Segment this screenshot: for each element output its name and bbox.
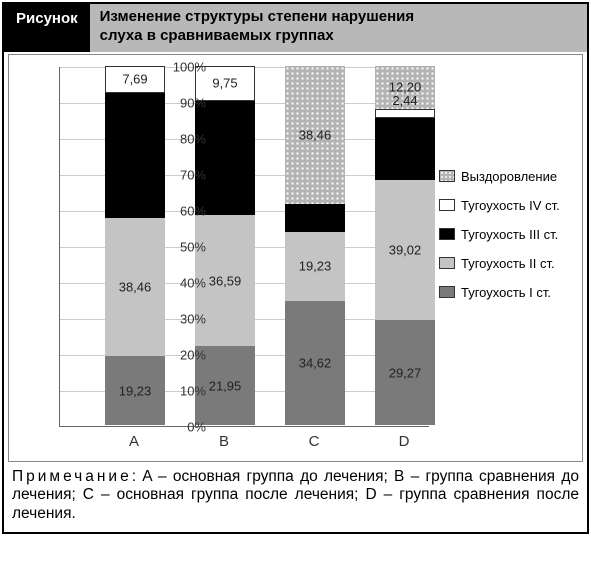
y-axis-label: 40% [162,275,206,290]
y-axis-label: 70% [162,167,206,182]
legend-label: Тугоухость II ст. [461,256,555,271]
bar-segment-cat2: 38,46 [105,218,165,356]
y-axis-label: 90% [162,95,206,110]
bar-segment-cat5: 38,46 [285,66,345,204]
segment-value: 7,69 [105,72,165,87]
bar-column: 38,46 19,23 34,62 [285,66,345,426]
title-line-2: слуха в сравниваемых группах [100,27,334,44]
bar-column: 7,69 38,46 19,23 [105,66,165,426]
figure-badge: Рисунок [4,4,90,52]
segment-value: 38,46 [105,280,165,295]
chart-box: 7,6938,4619,239,7536,5921,9538,4619,2334… [8,54,583,462]
legend-item: Выздоровление [439,169,560,184]
legend-item: Тугоухость II ст. [439,256,560,271]
bar-segment-cat1: 19,23 [105,356,165,425]
segment-value: 2,44 [375,93,435,108]
bar-segment-cat1: 29,27 [375,320,435,425]
y-axis-label: 100% [162,59,206,74]
title-line-1: Изменение структуры степени нарушения [100,8,414,25]
figure-header: Рисунок Изменение структуры степени нару… [4,4,587,52]
segment-value: 19,23 [105,383,165,398]
segment-value: 29,27 [375,365,435,380]
legend-label: Тугоухость IV ст. [461,198,560,213]
bar-column: 12,202,4439,0229,27 [375,66,435,426]
figure-container: Рисунок Изменение структуры степени нару… [2,2,589,534]
bar-segment-cat2: 39,02 [375,180,435,320]
x-axis-label: B [199,433,249,450]
legend-label: Выздоровление [461,169,557,184]
bar-segment-cat4: 2,44 [375,109,435,118]
caption-lead: Примечание [12,468,132,485]
legend: Выздоровление Тугоухость IV ст. Тугоухость… [439,155,560,314]
x-axis-label: A [109,433,159,450]
y-axis-label: 50% [162,239,206,254]
bar-segment-cat1: 34,62 [285,301,345,426]
legend-swatch [439,228,455,240]
legend-label: Тугоухость I ст. [461,285,551,300]
legend-swatch [439,170,455,182]
bar-segment-cat4: 7,69 [105,66,165,94]
bar-segment-cat3 [105,93,165,218]
segment-value: 38,46 [285,127,345,142]
legend-swatch [439,286,455,298]
y-axis-label: 10% [162,383,206,398]
segment-value: 9,75 [195,76,255,91]
y-axis-label: 20% [162,347,206,362]
bar-segment-cat3 [375,118,435,179]
bar-segment-cat2: 19,23 [285,232,345,301]
segment-value: 34,62 [285,356,345,371]
bar-segment-cat3 [195,101,255,215]
segment-value: 19,23 [285,259,345,274]
x-axis-label: C [289,433,339,450]
legend-item: Тугоухость IV ст. [439,198,560,213]
segment-value: 39,02 [375,242,435,257]
legend-swatch [439,199,455,211]
y-axis-label: 60% [162,203,206,218]
legend-item: Тугоухость III ст. [439,227,560,242]
x-axis-label: D [379,433,429,450]
legend-swatch [439,257,455,269]
y-axis-label: 30% [162,311,206,326]
plot-area: 7,6938,4619,239,7536,5921,9538,4619,2334… [59,67,429,427]
legend-item: Тугоухость I ст. [439,285,560,300]
y-axis-label: 80% [162,131,206,146]
figure-title: Изменение структуры степени нарушения сл… [90,4,422,52]
figure-caption: Примечание: A – основная группа до лечен… [4,464,587,533]
bar-segment-cat3 [285,204,345,232]
legend-label: Тугоухость III ст. [461,227,558,242]
